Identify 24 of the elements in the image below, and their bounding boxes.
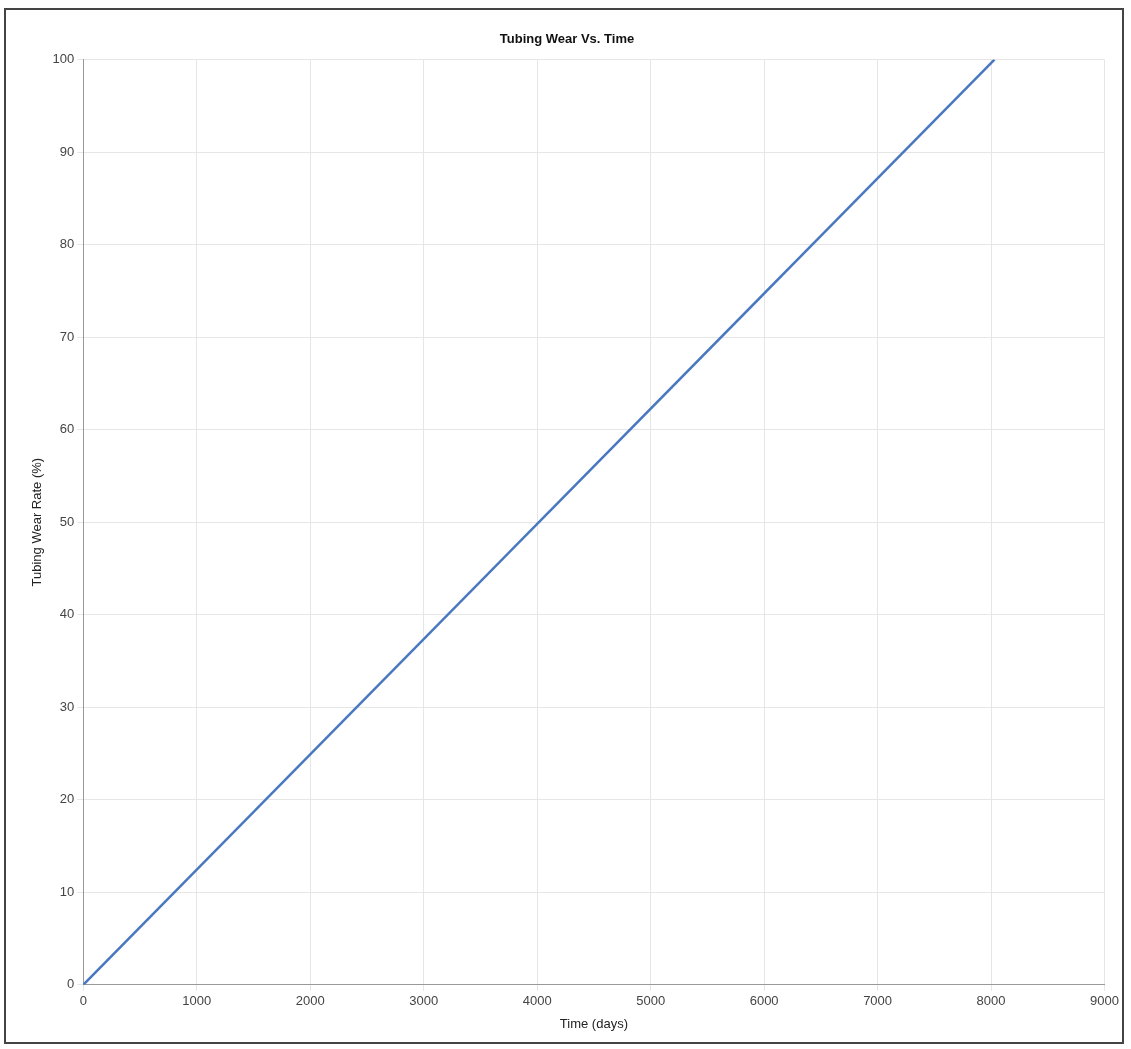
- x-tick-label: 8000: [976, 993, 1006, 1009]
- x-tick-label: 9000: [1090, 993, 1119, 1009]
- x-tick-label: 5000: [636, 993, 666, 1009]
- y-axis-title: Tubing Wear Rate (%): [29, 457, 45, 587]
- y-tick-label: 20: [59, 791, 75, 807]
- y-tick-label: 60: [59, 421, 75, 437]
- x-tick-label: 6000: [749, 993, 779, 1009]
- y-tick-label: 30: [59, 698, 75, 714]
- x-tick-label: 3000: [409, 993, 439, 1009]
- x-tick-label: 7000: [863, 993, 893, 1009]
- x-tick-label: 4000: [522, 993, 552, 1009]
- x-tick-label: 1000: [182, 993, 212, 1009]
- y-tick-label: 50: [59, 513, 75, 529]
- x-tick-label: 0: [79, 993, 87, 1009]
- y-tick-label: 90: [59, 143, 75, 159]
- x-tick-label: 2000: [295, 993, 325, 1009]
- x-axis-title: Time (days): [559, 1015, 628, 1031]
- y-tick-label: 100: [52, 51, 75, 67]
- y-tick-label: 40: [59, 606, 75, 622]
- y-tick-label: 0: [67, 976, 75, 992]
- y-tick-label: 80: [59, 236, 75, 252]
- chart-title: Tubing Wear Vs. Time: [499, 31, 635, 47]
- y-tick-label: 70: [59, 328, 75, 344]
- y-tick-label: 10: [59, 883, 75, 899]
